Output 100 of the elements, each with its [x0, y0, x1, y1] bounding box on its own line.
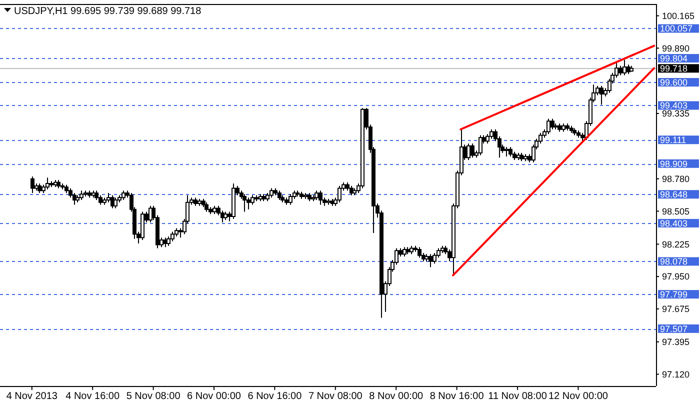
- candlestick: [352, 188, 356, 196]
- y-tick-label: 97.395: [662, 337, 690, 348]
- chart-title: USDJPY,H1 99.695 99.739 99.689 99.718: [14, 6, 202, 17]
- candlestick: [76, 194, 80, 203]
- candlestick: [284, 197, 288, 206]
- y-tick-label: 98.780: [662, 174, 690, 184]
- candlestick: [242, 194, 246, 212]
- candlestick: [266, 192, 270, 202]
- candlestick: [98, 194, 102, 206]
- y-tick-label: 97.675: [662, 304, 690, 314]
- candlestick: [50, 180, 54, 188]
- y-tick-label: 97.120: [662, 369, 690, 380]
- x-tick-label: 6 Nov 00:00: [187, 391, 242, 402]
- candlestick: [46, 177, 50, 190]
- candlestick: [208, 206, 212, 215]
- ref-line-label: 98.403: [660, 218, 688, 228]
- candlestick: [314, 190, 318, 201]
- candlestick: [490, 128, 494, 140]
- candlestick: [600, 85, 604, 106]
- candlestick: [122, 190, 126, 201]
- x-tick-label: 11 Nov 08:00: [488, 391, 548, 402]
- x-tick-label: 8 Nov 00:00: [369, 391, 424, 402]
- candlestick: [202, 198, 206, 208]
- candlestick: [72, 192, 76, 206]
- candlestick: [478, 134, 482, 156]
- candlestick: [550, 118, 554, 130]
- candlestick: [318, 190, 322, 206]
- candlestick: [220, 210, 224, 223]
- candlestick: [508, 146, 512, 157]
- candlestick: [512, 151, 516, 160]
- candlestick: [554, 122, 558, 130]
- candlestick: [338, 185, 342, 203]
- ref-line-label: 99.804: [660, 53, 688, 64]
- candlestick: [258, 194, 262, 202]
- x-tick-label: 6 Nov 16:00: [248, 391, 302, 402]
- candlestick: [546, 118, 550, 135]
- candlestick: [274, 188, 278, 196]
- candlestick: [504, 146, 508, 157]
- candlestick: [432, 252, 436, 264]
- candlestick: [486, 134, 490, 144]
- y-tick-label: 99.890: [662, 43, 690, 54]
- candlestick: [246, 197, 250, 210]
- candlestick: [140, 211, 144, 241]
- candlestick: [326, 198, 330, 206]
- y-tick-label: 99.335: [662, 108, 690, 119]
- candlestick: [418, 246, 422, 258]
- candlestick: [194, 197, 198, 206]
- candlestick: [232, 183, 236, 220]
- candlestick: [262, 194, 266, 202]
- candlestick: [308, 192, 312, 202]
- candlestick: [224, 211, 228, 221]
- candlestick: [212, 205, 216, 215]
- candlestick: [254, 194, 258, 202]
- candlestick: [428, 254, 432, 268]
- candlestick: [166, 236, 170, 246]
- candlestick: [470, 143, 474, 158]
- candlestick: [406, 246, 410, 255]
- ref-line-label: 99.600: [660, 77, 688, 88]
- candlestick: [566, 122, 570, 132]
- candlestick: [520, 152, 524, 162]
- candlestick: [94, 190, 98, 201]
- candlestick: [170, 231, 174, 242]
- candlestick: [576, 130, 580, 138]
- x-tick-label: 4 Nov 2013: [6, 391, 58, 402]
- candlestick: [350, 185, 354, 196]
- candlestick: [114, 197, 118, 209]
- ref-line-label: 98.648: [660, 190, 688, 200]
- candlestick: [250, 194, 254, 206]
- candlestick: [288, 194, 292, 206]
- candlestick: [88, 190, 92, 198]
- candlestick: [570, 125, 574, 134]
- candlestick: [60, 183, 64, 190]
- candlestick: [402, 246, 406, 258]
- ref-line-label: 100.057: [660, 24, 693, 34]
- candlestick: [92, 190, 96, 198]
- candlestick: [64, 184, 68, 194]
- candlestick: [572, 128, 576, 136]
- candlestick: [164, 237, 168, 248]
- candlestick: [280, 194, 284, 203]
- ref-line-label: 99.403: [660, 100, 688, 111]
- candlestick: [30, 176, 34, 194]
- candlestick: [562, 122, 566, 132]
- candlestick: [278, 190, 282, 201]
- candlestick: [102, 197, 106, 206]
- candlestick: [410, 245, 414, 255]
- candlestick: [524, 154, 528, 162]
- candlestick: [204, 202, 208, 212]
- candlestick: [558, 122, 562, 132]
- candlestick: [330, 198, 334, 206]
- y-tick-label: 97.950: [662, 272, 690, 282]
- x-tick-label: 12 Nov 00:00: [548, 391, 608, 402]
- candlestick: [630, 65, 634, 72]
- candlestick: [312, 194, 316, 202]
- x-tick-label: 5 Nov 08:00: [126, 391, 181, 402]
- candlestick: [626, 64, 630, 75]
- y-tick-label: 100.165: [662, 10, 695, 21]
- x-tick-label: 4 Nov 16:00: [66, 391, 120, 402]
- ref-line-label: 98.078: [660, 256, 688, 267]
- x-tick-label: 8 Nov 16:00: [430, 391, 484, 402]
- candlestick: [56, 179, 60, 189]
